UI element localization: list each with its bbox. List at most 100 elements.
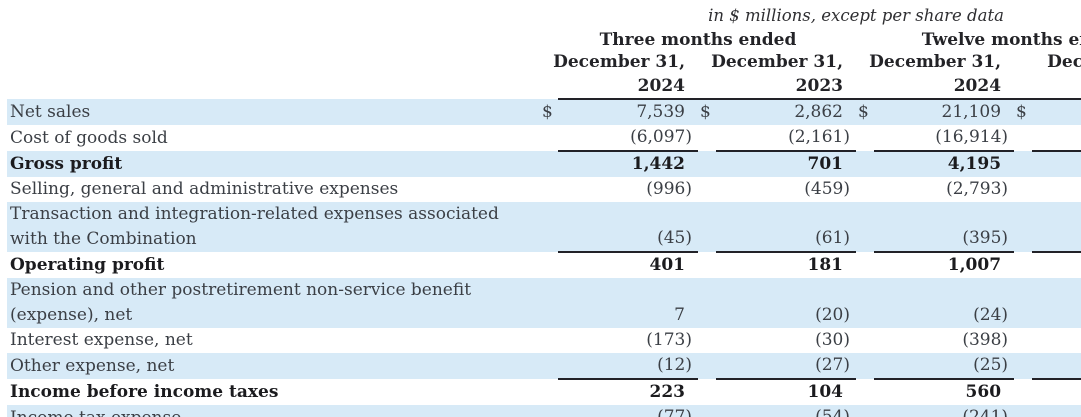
period-group-twelve-months: Twelve months ended	[921, 30, 1081, 50]
value-text: (241)	[962, 407, 1009, 417]
column-year-4	[1032, 73, 1081, 100]
value-text: (54)	[815, 407, 850, 417]
value-text: (30)	[815, 330, 850, 350]
table-row: Transaction and integration-related expe…	[0, 202, 1081, 252]
currency-symbol	[856, 278, 874, 328]
value-cell: (24)	[874, 278, 1015, 328]
table-row: Pension and other postretirement non-ser…	[0, 278, 1081, 328]
row-label: Net sales	[0, 99, 540, 125]
value-text: 7,539	[636, 102, 685, 122]
value-text: 104	[807, 382, 844, 402]
spacer-cell	[698, 73, 716, 100]
value-text: 21,109	[941, 102, 1002, 122]
value-text: (27)	[815, 355, 850, 375]
currency-symbol	[698, 125, 716, 151]
row-label: Operating profit	[10, 255, 165, 275]
period-group-three-months: Three months ended	[599, 30, 797, 50]
value-cell	[1032, 328, 1081, 353]
value-cell	[1032, 353, 1081, 379]
currency-symbol	[698, 252, 716, 278]
value-cell	[1032, 278, 1081, 328]
value-text: (6,097)	[630, 127, 692, 147]
value-cell: (398)	[874, 328, 1014, 353]
value-text: 560	[965, 382, 1002, 402]
row-label: Selling, general and administrative expe…	[10, 179, 399, 199]
value-text: 7	[674, 305, 685, 325]
value-text: (398)	[962, 330, 1009, 350]
value-cell: (61)	[716, 202, 856, 252]
statement-body: Net sales $7,539 $2,862 $21,109 $ Cost of goo…	[0, 99, 1081, 417]
value-text: (12)	[657, 355, 692, 375]
value-cell: 21,109	[874, 99, 1015, 125]
value-text: 1,007	[947, 255, 1002, 275]
spacer-cell	[1014, 73, 1033, 100]
currency-symbol	[698, 379, 716, 405]
currency-symbol	[1014, 125, 1032, 151]
currency-symbol	[698, 353, 716, 379]
column-date-3: December 31,	[869, 52, 1002, 72]
row-label: Cost of goods sold	[10, 128, 168, 148]
spacer-cell	[0, 27, 540, 50]
period-year-row: 2024 2023 2024	[0, 73, 1081, 100]
value-cell: (2,793)	[874, 177, 1014, 202]
currency-symbol	[1014, 278, 1033, 328]
currency-symbol	[856, 177, 874, 202]
units-note-row: in $ millions, except per share data	[0, 0, 1081, 27]
row-label: Gross profit	[0, 151, 540, 177]
value-cell: (16,914)	[874, 125, 1014, 151]
value-cell: (2,161)	[716, 125, 856, 151]
spacer-cell	[0, 50, 540, 73]
value-text: (45)	[657, 228, 692, 248]
value-cell: (27)	[716, 353, 856, 379]
value-cell: 401	[558, 251, 698, 278]
table-row: Selling, general and administrative expe…	[0, 177, 1081, 202]
currency-symbol	[1014, 405, 1033, 417]
table-row: Other expense, net (12) (27) (25)	[0, 353, 1081, 379]
value-cell: (395)	[874, 202, 1015, 252]
column-year-3: 2024	[874, 73, 1015, 100]
table-row: Operating profit 401 181 1,007	[0, 251, 1081, 278]
spacer-cell	[540, 73, 558, 99]
value-text: (459)	[804, 179, 850, 199]
currency-symbol	[856, 125, 874, 151]
currency-symbol	[856, 405, 874, 417]
value-text: (20)	[815, 305, 850, 325]
row-label: Interest expense, net	[10, 330, 193, 350]
value-text: (996)	[646, 179, 692, 199]
value-text: (173)	[646, 330, 692, 350]
value-cell: 4,195	[874, 150, 1015, 177]
value-text: (395)	[962, 228, 1009, 248]
currency-symbol	[856, 353, 874, 379]
value-cell: (45)	[558, 202, 698, 252]
value-text: (2,793)	[946, 179, 1009, 199]
value-cell: (6,097)	[558, 125, 698, 151]
column-year-1: 2024	[558, 73, 698, 100]
row-label: Transaction and integration-related expe…	[0, 202, 540, 252]
value-cell	[1032, 177, 1081, 202]
value-text: (16,914)	[935, 127, 1009, 147]
value-cell: (459)	[716, 177, 856, 202]
value-cell	[1032, 99, 1081, 125]
currency-symbol	[540, 252, 558, 278]
units-note: in $ millions, except per share data	[708, 6, 1004, 25]
currency-symbol	[540, 278, 558, 328]
value-cell: (25)	[874, 353, 1015, 379]
currency-symbol	[856, 379, 874, 405]
column-date-2: December 31,	[711, 52, 843, 72]
value-cell: 7,539	[558, 99, 698, 125]
currency-symbol: $	[540, 99, 558, 125]
currency-symbol	[698, 151, 716, 177]
value-text: (25)	[973, 355, 1009, 375]
value-cell: 7	[558, 278, 698, 328]
value-cell: 104	[716, 378, 856, 405]
value-text: (2,161)	[788, 127, 850, 147]
currency-symbol	[1014, 252, 1032, 278]
value-cell: 181	[716, 251, 856, 278]
value-cell: 223	[558, 378, 698, 405]
value-cell: (20)	[716, 278, 856, 328]
currency-symbol	[540, 151, 558, 177]
row-label: Income before income taxes	[10, 382, 279, 402]
value-cell: (241)	[874, 405, 1015, 417]
row-label: Income tax expense	[0, 405, 540, 417]
